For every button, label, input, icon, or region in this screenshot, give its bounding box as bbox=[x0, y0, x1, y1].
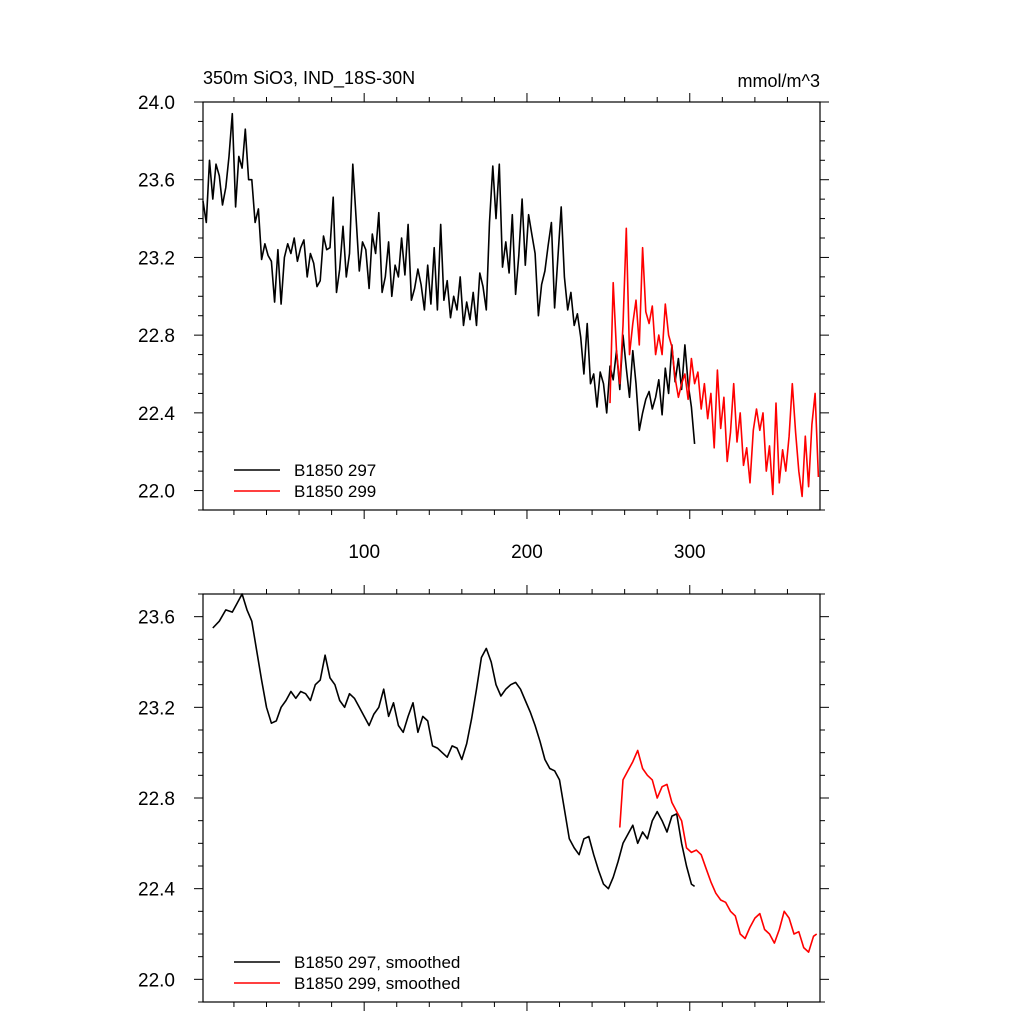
y-tick-label: 23.6 bbox=[138, 608, 175, 629]
x-tick-label: 100 bbox=[348, 542, 380, 563]
y-tick-label: 22.8 bbox=[138, 789, 175, 810]
top-panel: 100 200 300 22.0 22.4 22.8 23.2 23.6 24.0 B1850 2… bbox=[138, 93, 829, 563]
y-tick-label: 23.2 bbox=[138, 698, 175, 719]
legend-label: B1850 299 bbox=[294, 482, 376, 501]
legend-label: B1850 299, smoothed bbox=[294, 974, 460, 993]
y-tick-label: 23.2 bbox=[138, 248, 175, 269]
series-line-1 bbox=[212, 593, 696, 890]
y-tick-label: 22.8 bbox=[138, 326, 175, 347]
x-tick-label: 200 bbox=[511, 542, 543, 563]
y-tick-label: 22.4 bbox=[138, 880, 175, 901]
y-tick-label: 22.0 bbox=[138, 482, 175, 503]
plot-frame bbox=[202, 593, 821, 1003]
y-tick-label: 24.0 bbox=[138, 93, 175, 114]
plot-frame bbox=[202, 101, 821, 511]
series-line-2 bbox=[619, 749, 818, 953]
x-tick-label: 300 bbox=[674, 542, 706, 563]
legend-label: B1850 297, smoothed bbox=[294, 953, 460, 972]
y-tick-label: 22.4 bbox=[138, 404, 175, 425]
bottom-panel: 22.0 22.4 22.8 23.2 23.6 B1850 297, smoothed B… bbox=[138, 585, 829, 1011]
series-line-2 bbox=[609, 227, 820, 498]
y-tick-label: 22.0 bbox=[138, 970, 175, 991]
legend-label: B1850 297 bbox=[294, 461, 376, 480]
series-line-1 bbox=[202, 112, 696, 444]
units-label: mmol/m^3 bbox=[738, 71, 820, 91]
chart-title: 350m SiO3, IND_18S-30N bbox=[203, 68, 415, 89]
y-tick-label: 23.6 bbox=[138, 171, 175, 192]
